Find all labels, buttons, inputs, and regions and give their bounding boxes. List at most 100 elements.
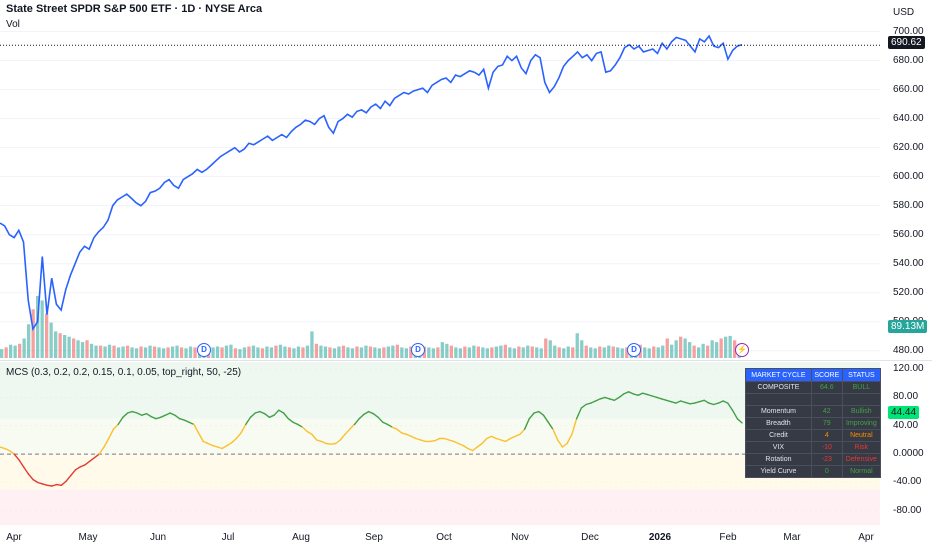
mcs-line-segment bbox=[528, 412, 535, 420]
volume-bar bbox=[36, 296, 40, 358]
mcs-line-segment bbox=[131, 410, 138, 414]
indicator-zone-bands bbox=[0, 362, 880, 525]
mcs-line-segment bbox=[297, 423, 304, 428]
mcs-line-segment bbox=[391, 426, 398, 430]
volume-bar bbox=[706, 345, 710, 358]
price-tick-label: 540.00 bbox=[893, 257, 924, 269]
volume-bar bbox=[440, 342, 444, 358]
mcs-line-segment bbox=[226, 442, 233, 447]
mcs-line-segment bbox=[240, 423, 247, 434]
mcs-line-segment bbox=[448, 439, 455, 443]
composite-label: COMPOSITE bbox=[745, 381, 812, 394]
mcs-line-segment bbox=[344, 428, 351, 435]
table-row-label: Credit bbox=[745, 429, 812, 442]
mcs-line-segment bbox=[325, 442, 332, 445]
volume-tag: 89.13M bbox=[888, 320, 928, 333]
mcs-value-tag: 44.44 bbox=[888, 406, 920, 419]
mcs-line-segment bbox=[235, 432, 242, 440]
mcs-line-segment bbox=[178, 418, 186, 421]
composite-status: BULL bbox=[841, 381, 882, 394]
volume-bar bbox=[179, 347, 184, 358]
mcs-line-segment bbox=[230, 437, 238, 444]
mcs-line-segment bbox=[0, 446, 6, 450]
mcs-line-segment bbox=[145, 413, 152, 418]
volume-bar bbox=[269, 347, 274, 358]
volume-bar bbox=[18, 343, 22, 358]
table-row-score: 0 bbox=[810, 465, 843, 478]
volume-bar bbox=[229, 344, 233, 358]
volume-bar bbox=[445, 343, 449, 358]
mcs-line-segment bbox=[623, 391, 630, 395]
dividend-marker[interactable]: D bbox=[627, 343, 641, 357]
volume-bar bbox=[688, 342, 692, 358]
mcs-line-segment bbox=[3, 447, 11, 452]
price-line bbox=[0, 34, 743, 332]
volume-bar bbox=[242, 347, 247, 358]
mcs-line-segment bbox=[301, 426, 308, 433]
volume-bar bbox=[692, 345, 696, 358]
price-tick-label: 680.00 bbox=[893, 54, 924, 66]
symbol-title[interactable]: State Street SPDR S&P 500 ETF · 1D · NYS… bbox=[6, 3, 263, 15]
mcs-line-segment bbox=[107, 428, 115, 440]
volume-bar bbox=[112, 345, 116, 358]
mcs-line-segment bbox=[353, 418, 360, 426]
mcs-line-segment bbox=[79, 464, 86, 468]
time-axis-label: Jun bbox=[149, 532, 167, 543]
dividend-marker[interactable]: D bbox=[197, 343, 211, 357]
mcs-line-segment bbox=[311, 433, 318, 441]
volume-bar bbox=[166, 347, 170, 358]
volume-bar bbox=[260, 348, 265, 358]
volume-bar bbox=[683, 338, 687, 358]
time-axis-label: Apr bbox=[6, 532, 22, 543]
volume-bar bbox=[305, 345, 310, 358]
volume-bar bbox=[499, 345, 503, 358]
mcs-line-segment bbox=[254, 410, 261, 414]
mcs-line-segment bbox=[245, 416, 252, 426]
dividend-marker[interactable]: D bbox=[411, 343, 425, 357]
neutral-bull-zone bbox=[0, 418, 880, 455]
volume-bar bbox=[652, 346, 656, 358]
volume-bar bbox=[85, 340, 89, 358]
mcs-line-segment bbox=[334, 439, 341, 445]
mcs-line-segment bbox=[557, 439, 564, 448]
volume-bar bbox=[319, 345, 323, 358]
split-event-icon[interactable]: ⚡ bbox=[735, 343, 749, 357]
mcs-line-segment bbox=[287, 418, 294, 423]
mcs-line-segment bbox=[642, 392, 649, 396]
volume-bar bbox=[67, 336, 71, 358]
volume-bar bbox=[364, 345, 368, 358]
price-tick-label: 520.00 bbox=[893, 286, 924, 298]
time-axis-label: 2026 bbox=[648, 532, 672, 543]
mcs-line-segment bbox=[37, 481, 44, 485]
volume-bar bbox=[386, 346, 390, 358]
pane-divider[interactable] bbox=[0, 360, 932, 361]
last-price-tag: 690.62 bbox=[888, 36, 925, 49]
volume-bar bbox=[233, 348, 238, 358]
neutral-bear-zone bbox=[0, 454, 880, 490]
volume-bar bbox=[76, 340, 80, 358]
mcs-line-segment bbox=[22, 466, 30, 475]
volume-bar bbox=[292, 348, 296, 358]
mcs-line-segment bbox=[117, 416, 124, 426]
volume-bar bbox=[724, 336, 728, 358]
volume-bar bbox=[602, 347, 606, 358]
volume-bar bbox=[63, 335, 67, 358]
volume-legend[interactable]: Vol bbox=[6, 19, 20, 30]
indicator-title[interactable]: MCS (0.3, 0.2, 0.2, 0.15, 0.1, 0.05, top… bbox=[6, 367, 242, 378]
volume-bar bbox=[553, 345, 557, 358]
mcs-line-segment bbox=[211, 444, 219, 448]
volume-bar bbox=[607, 345, 611, 358]
volume-bar bbox=[116, 347, 121, 358]
volume-bar bbox=[535, 347, 539, 358]
volume-bar bbox=[670, 344, 674, 358]
mcs-line-segment bbox=[467, 447, 474, 452]
indicator-tick-label: -80.00 bbox=[893, 504, 922, 516]
mcs-line-segment bbox=[486, 435, 493, 440]
mcs-line-segment bbox=[382, 421, 389, 426]
mcs-line-segment bbox=[315, 439, 323, 443]
mcs-line-segment bbox=[372, 413, 379, 418]
table-row-label: Rotation bbox=[745, 453, 812, 466]
mcs-line-segment bbox=[712, 402, 720, 406]
table-row-status: Bullish bbox=[841, 405, 882, 418]
